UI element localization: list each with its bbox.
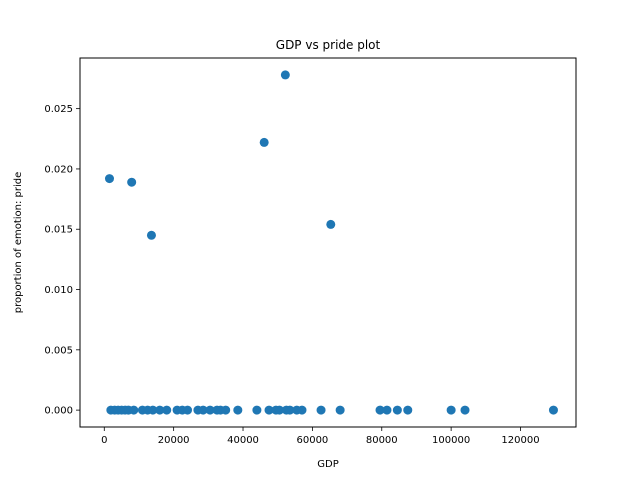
scatter-point <box>382 405 392 415</box>
scatter-point <box>183 405 193 415</box>
y-tick-label: 0.025 <box>44 104 73 115</box>
scatter-point <box>252 405 262 415</box>
scatter-point <box>259 137 269 147</box>
scatter-point <box>446 405 456 415</box>
scatter-point <box>233 405 243 415</box>
scatter-point <box>335 405 345 415</box>
scatter-point <box>264 405 274 415</box>
y-tick-label: 0.020 <box>44 164 73 175</box>
x-tick-label: 100000 <box>432 435 470 446</box>
scatter-point <box>274 405 284 415</box>
scatter-point <box>316 405 326 415</box>
scatter-point <box>280 70 290 80</box>
x-tick-label: 60000 <box>296 435 328 446</box>
scatter-point <box>148 405 158 415</box>
x-tick-label: 0 <box>101 435 107 446</box>
scatter-point <box>297 405 307 415</box>
scatter-point <box>285 405 295 415</box>
scatter-point <box>198 405 208 415</box>
scatter-point <box>375 405 385 415</box>
scatter-point <box>146 230 156 240</box>
scatter-point <box>326 219 336 229</box>
x-tick-label: 40000 <box>227 435 259 446</box>
points-layer <box>104 70 558 415</box>
scatter-point <box>127 177 137 187</box>
scatter-point <box>155 405 165 415</box>
y-tick-label: 0.015 <box>44 225 73 236</box>
x-tick-label: 20000 <box>158 435 190 446</box>
scatter-point <box>460 405 470 415</box>
x-axis-label: GDP <box>317 459 338 470</box>
scatter-point <box>129 405 139 415</box>
scatter-point <box>104 174 114 184</box>
scatter-point <box>548 405 558 415</box>
y-tick-label: 0.005 <box>44 345 73 356</box>
scatter-point <box>403 405 413 415</box>
scatter-point <box>162 405 172 415</box>
y-tick-label: 0.010 <box>44 285 73 296</box>
y-tick-label: 0.000 <box>44 406 73 417</box>
scatter-point <box>205 405 215 415</box>
ticks-layer: 0 20000 40000 60000 80000 100000 120000 0.000 0.… <box>44 104 539 446</box>
plot-frame <box>79 57 577 428</box>
y-axis-label: proportion of emotion: pride <box>13 172 24 314</box>
chart-title: GDP vs pride plot <box>276 38 381 52</box>
scatter-point <box>221 405 231 415</box>
scatter-point <box>392 405 402 415</box>
x-tick-label: 80000 <box>366 435 398 446</box>
x-tick-label: 120000 <box>501 435 539 446</box>
